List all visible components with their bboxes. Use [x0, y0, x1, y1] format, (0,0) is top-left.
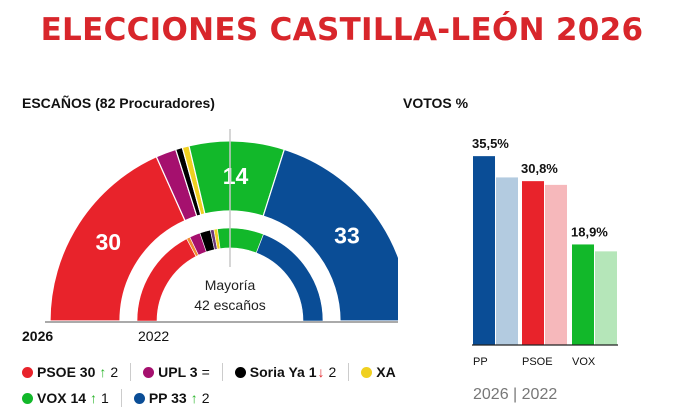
years-footer: 2026 | 2022 [473, 386, 558, 403]
seat-label-pp: 33 [334, 222, 360, 248]
legend-item-xa: XA [361, 364, 396, 380]
legend-party-seats: PP 33 [148, 390, 187, 406]
legend-dot-icon [133, 392, 145, 404]
hemicycle: 30 14 33 [49, 140, 398, 322]
majority-label-line2: 42 escaños [194, 297, 266, 313]
seat-segment-2022-pp [255, 233, 324, 322]
value-label-pp: 35,5% [472, 136, 509, 151]
legend-party-seats: UPL 3 [158, 364, 198, 380]
legend-change: 2 [110, 364, 119, 380]
bar-pp-2022 [496, 177, 518, 345]
legend-separator [221, 363, 223, 381]
legend-item-pp: PP 33 ↑ 2 [133, 390, 210, 406]
majority-label-line1: Mayoría [205, 277, 256, 293]
seat-label-vox: 14 [223, 163, 249, 189]
legend-change: = [201, 364, 210, 380]
value-label-vox: 18,9% [571, 224, 608, 239]
arrow-up-icon: ↑ [99, 364, 107, 380]
legend-item-psoe: PSOE 30 ↑ 2 [22, 364, 118, 380]
seat-label-psoe: 30 [95, 229, 121, 255]
legend-party-seats: VOX 14 [37, 390, 87, 406]
bar-psoe-2022 [545, 184, 567, 345]
bar-vox-2022 [595, 251, 617, 345]
legend-change: 2 [201, 390, 210, 406]
legend-item-soria-ya: Soria Ya 1 ↓ 2 [234, 364, 337, 380]
legend-dot-icon [143, 366, 155, 378]
arrow-down-icon: ↓ [317, 364, 325, 380]
bar-psoe-2026 [522, 181, 544, 345]
category-label-vox: VOX [572, 356, 596, 368]
legend-row-2: VOX 14 ↑ 1 PP 33 ↑ 2 [22, 389, 210, 407]
page-title: ELECCIONES CASTILLA-LEÓN 2026 [40, 12, 644, 48]
seat-segment-2022-vox [217, 227, 264, 254]
legend-separator [348, 363, 350, 381]
arrow-up-icon: ↑ [190, 390, 198, 406]
legend-item-upl: UPL 3 = [143, 364, 210, 380]
category-label-pp: PP [473, 356, 488, 368]
category-label-psoe: PSOE [522, 356, 553, 368]
legend-change: 2 [328, 364, 337, 380]
legend-party-seats: Soria Ya 1 [249, 364, 317, 380]
year-current-label: 2026 [22, 328, 54, 344]
legend-party-seats: PSOE 30 [37, 364, 96, 380]
legend-party-seats: XA [376, 364, 396, 380]
bar-pp-2026 [473, 156, 495, 345]
legend-separator [120, 389, 122, 407]
bar-vox-2026 [572, 244, 594, 345]
year-previous-label: 2022 [138, 328, 170, 344]
legend-dot-icon [361, 366, 373, 378]
legend-dot-icon [22, 392, 33, 404]
seat-segment-2022-psoe [136, 238, 197, 322]
votes-heading: VOTOS % [403, 95, 469, 111]
legend-change: 1 [101, 390, 109, 406]
legend-dot-icon [234, 366, 246, 378]
legend-row-1: PSOE 30 ↑ 2 UPL 3 = Soria Ya 1 ↓ 2 XA [22, 363, 396, 381]
arrow-up-icon: ↑ [90, 390, 98, 406]
value-label-psoe: 30,8% [521, 161, 558, 176]
seat-segment-2026-pp [262, 148, 398, 322]
seats-heading: ESCAÑOS (82 Procuradores) [22, 95, 215, 111]
legend-separator [130, 363, 132, 381]
legend-dot-icon [22, 366, 33, 378]
legend-item-vox: VOX 14 ↑ 1 [22, 390, 109, 406]
